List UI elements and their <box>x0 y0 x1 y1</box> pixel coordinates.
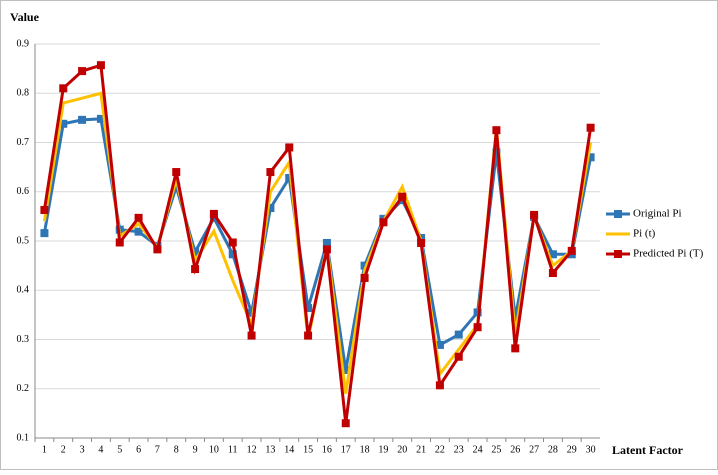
x-tick-label: 3 <box>80 444 85 455</box>
x-tick-label: 20 <box>397 444 407 455</box>
data-point <box>511 313 520 322</box>
legend-label: Predicted Pi (T) <box>633 248 704 260</box>
data-point <box>417 238 426 247</box>
data-point <box>304 303 313 312</box>
x-tick-label: 15 <box>303 444 313 455</box>
data-point <box>398 192 407 201</box>
data-point <box>322 245 331 254</box>
data-point <box>379 218 388 227</box>
x-tick-label: 28 <box>548 444 558 455</box>
x-tick-label: 11 <box>228 444 238 455</box>
x-tick-label: 5 <box>117 444 122 455</box>
x-tick-label: 6 <box>136 444 141 455</box>
x-tick-label: 12 <box>247 444 257 455</box>
data-point <box>266 204 275 213</box>
data-point <box>247 308 256 317</box>
data-point <box>266 168 275 177</box>
x-tick-label: 18 <box>360 444 370 455</box>
x-tick-label: 8 <box>174 444 179 455</box>
data-point <box>473 323 482 332</box>
x-tick-label: 21 <box>416 444 426 455</box>
data-point <box>78 67 87 76</box>
data-point <box>78 115 87 124</box>
x-tick-label: 17 <box>341 444 351 455</box>
x-axis-label: Latent Factor <box>612 443 684 457</box>
data-point <box>134 213 143 222</box>
y-tick-label: 0.1 <box>17 432 30 443</box>
y-tick-label: 0.4 <box>17 285 30 296</box>
data-point <box>360 273 369 282</box>
data-point <box>115 238 124 247</box>
data-point <box>40 229 49 238</box>
x-tick-label: 1 <box>42 444 47 455</box>
y-tick-label: 0.7 <box>17 137 30 148</box>
data-point <box>172 168 181 177</box>
x-tick-label: 16 <box>322 444 332 455</box>
legend-marker <box>614 250 622 258</box>
y-axis-label: Value <box>10 10 40 24</box>
data-point <box>341 419 350 428</box>
x-tick-label: 10 <box>209 444 219 455</box>
x-tick-label: 4 <box>98 444 103 455</box>
x-tick-label: 14 <box>284 444 294 455</box>
x-tick-label: 24 <box>473 444 483 455</box>
data-point <box>228 250 237 259</box>
y-tick-label: 0.8 <box>17 88 30 99</box>
data-point <box>435 340 444 349</box>
data-point <box>435 381 444 390</box>
y-tick-label: 0.6 <box>17 186 30 197</box>
data-point <box>511 344 520 353</box>
y-tick-label: 0.2 <box>17 383 30 394</box>
data-point <box>341 366 350 375</box>
x-tick-label: 13 <box>265 444 275 455</box>
data-point <box>96 114 105 123</box>
data-point <box>492 126 501 135</box>
x-tick-label: 26 <box>510 444 520 455</box>
data-point <box>172 182 181 191</box>
data-point <box>454 352 463 361</box>
data-point <box>191 265 200 274</box>
y-tick-label: 0.3 <box>17 334 30 345</box>
data-point <box>492 148 501 157</box>
data-point <box>153 245 162 254</box>
y-tick-label: 0.5 <box>17 235 30 246</box>
data-point <box>548 269 557 278</box>
x-tick-label: 29 <box>567 444 577 455</box>
data-point <box>134 227 143 236</box>
x-tick-label: 7 <box>155 444 160 455</box>
x-tick-label: 27 <box>529 444 539 455</box>
data-point <box>567 246 576 255</box>
y-tick-label: 0.9 <box>17 38 30 49</box>
legend-label: Original Pi <box>633 208 682 220</box>
data-point <box>59 84 68 93</box>
data-point <box>454 330 463 339</box>
x-tick-label: 23 <box>454 444 464 455</box>
data-point <box>59 119 68 128</box>
x-tick-label: 25 <box>491 444 501 455</box>
data-point <box>285 173 294 182</box>
data-point <box>548 250 557 259</box>
data-point <box>40 205 49 214</box>
data-point <box>209 209 218 218</box>
x-tick-label: 2 <box>61 444 66 455</box>
x-tick-label: 9 <box>193 444 198 455</box>
data-point <box>96 61 105 70</box>
data-point <box>360 261 369 270</box>
data-point <box>285 143 294 152</box>
data-point <box>191 247 200 256</box>
legend-marker <box>614 210 622 218</box>
data-point <box>304 331 313 340</box>
data-point <box>530 210 539 219</box>
data-point <box>247 331 256 340</box>
legend-label: Pi (t) <box>633 228 656 240</box>
x-tick-label: 30 <box>586 444 596 455</box>
x-tick-label: 19 <box>378 444 388 455</box>
data-point <box>228 238 237 247</box>
data-point <box>586 153 595 162</box>
x-tick-label: 22 <box>435 444 445 455</box>
series-line <box>42 63 593 424</box>
data-point <box>586 123 595 132</box>
data-point <box>322 238 331 247</box>
